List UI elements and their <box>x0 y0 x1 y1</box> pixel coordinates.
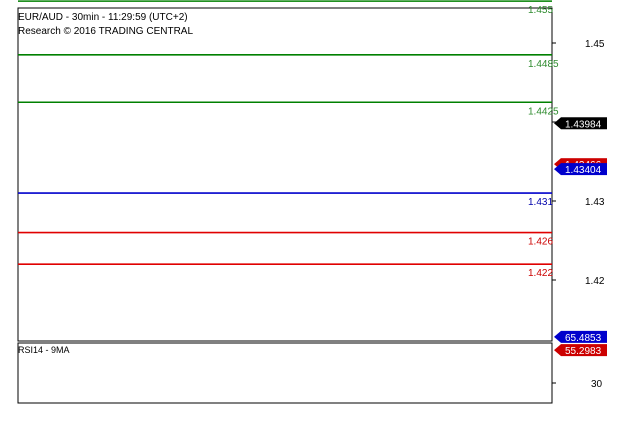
chart-header-copyright: Research © 2016 TRADING CENTRAL <box>18 26 194 37</box>
rsi-tags: 30 65.4853 55.2983 <box>552 330 607 390</box>
y-tick-label-2: 1.43 <box>585 197 605 208</box>
level-label-3: 1.431 <box>528 197 553 208</box>
level-label-5: 1.422 <box>528 268 553 279</box>
rsi-tag-label-1: 55.2983 <box>565 346 602 357</box>
rsi-tag-bg-1 <box>561 344 607 357</box>
level-label-0: 1.455 <box>528 5 553 16</box>
rsi-panel-frame <box>17 342 553 404</box>
rsi-tag-pointer-1 <box>554 344 561 357</box>
main-panel-frame <box>17 7 553 342</box>
rsi-title: RSI14 - 9MA <box>18 345 70 355</box>
y-tick-label-3: 1.42 <box>585 276 605 287</box>
key-levels: 1.455 1.4485 1.4425 1.431 1.426 1.422 <box>18 0 559 279</box>
level-label-2: 1.4425 <box>528 106 559 117</box>
price-tag-bg-2 <box>561 163 607 176</box>
rsi-tag-bg-0 <box>561 330 607 343</box>
level-label-1: 1.4485 <box>528 59 559 70</box>
rsi-tag-pointer-0 <box>554 330 561 343</box>
price-tag-label-2: 1.43404 <box>565 165 602 176</box>
y-tick-label-0: 1.45 <box>585 39 605 50</box>
price-tag-pointer-2 <box>554 163 561 176</box>
price-tag-bg-0 <box>561 117 607 130</box>
rsi-tick-label-0: 30 <box>591 379 603 390</box>
chart-header-instrument: EUR/AUD - 30min - 11:29:59 (UTC+2) <box>18 12 188 23</box>
price-tag-pointer-0 <box>554 117 561 130</box>
rsi-tag-label-0: 65.4853 <box>565 333 602 344</box>
price-tag-label-0: 1.43984 <box>565 119 602 130</box>
level-label-4: 1.426 <box>528 237 553 248</box>
